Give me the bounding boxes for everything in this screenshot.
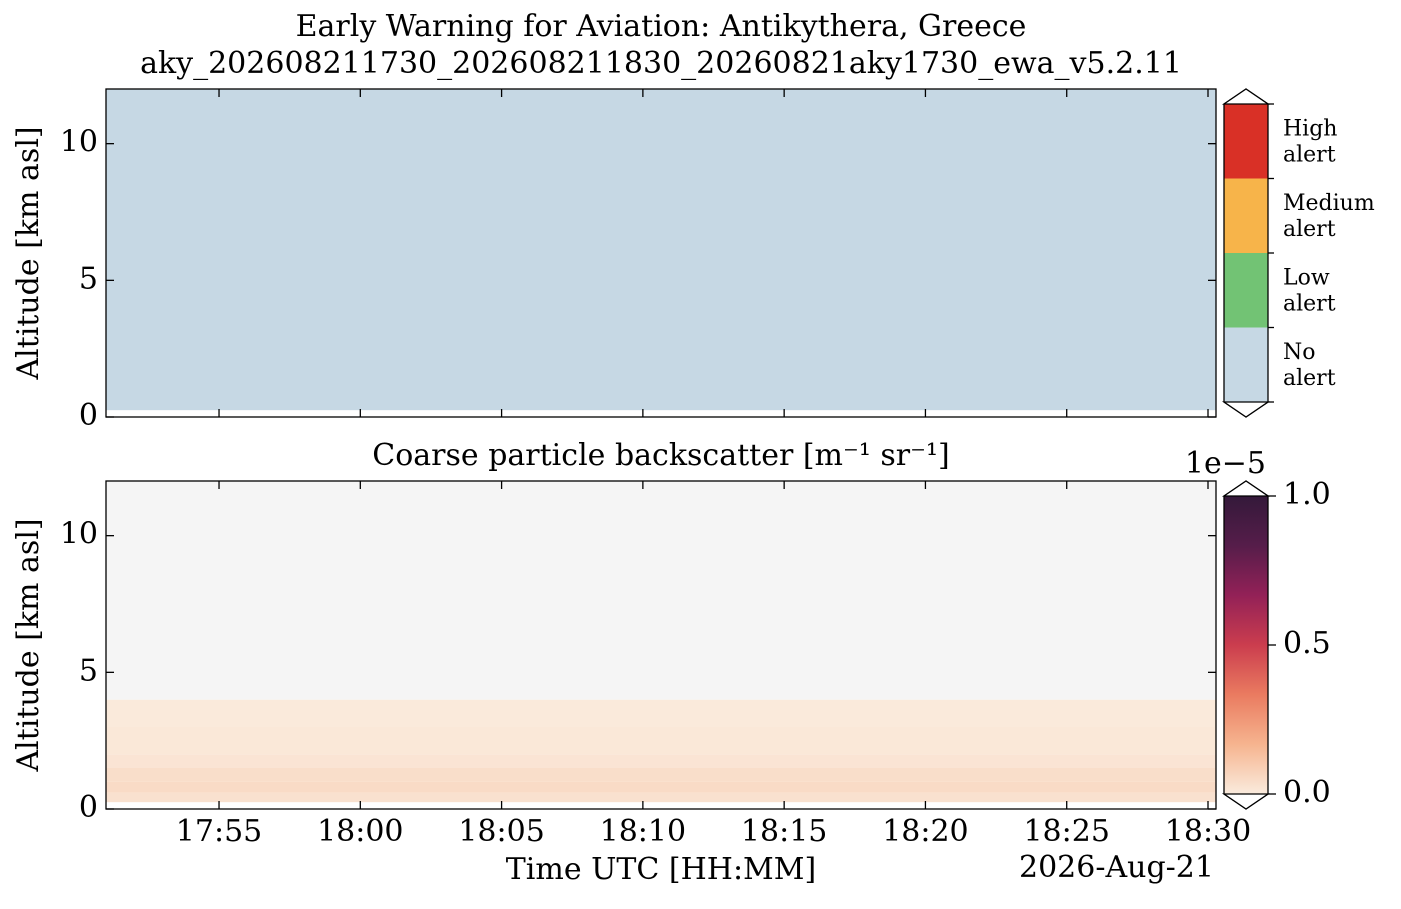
colorbar-label-line: No: [1283, 340, 1316, 365]
y-tick-label: 0: [79, 790, 98, 825]
heatmap-cell: [106, 727, 1216, 755]
colorbar-label-line: Low: [1283, 265, 1330, 290]
x-tick-label: 18:10: [600, 814, 686, 849]
y-tick-label: 10: [60, 125, 98, 160]
x-tick-label: 18:05: [458, 814, 544, 849]
colorbar-label-line: alert: [1283, 291, 1336, 316]
colorbar-label: Medium alert: [1283, 191, 1375, 242]
colorbar-label: Low alert: [1283, 265, 1336, 316]
date-label: 2026-Aug-21: [1019, 850, 1214, 885]
x-tick-label: 18:00: [317, 814, 403, 849]
chart-title: aky_202608211730_202608211830_20260821ak…: [140, 46, 1182, 81]
x-tick-label: 18:20: [882, 814, 968, 849]
y-tick-label: 5: [79, 261, 98, 296]
colorbar-label-line: alert: [1283, 366, 1336, 391]
colorbar-label-line: Medium: [1283, 191, 1375, 216]
x-axis-label: Time UTC [HH:MM]: [506, 852, 816, 887]
colorbar-label-line: alert: [1283, 142, 1336, 167]
colorbar-label: High alert: [1283, 116, 1337, 167]
colorbar-extend: [1221, 88, 1271, 418]
heatmap-cell: [106, 481, 1216, 700]
colorbar-segment: [1224, 104, 1268, 179]
y-tick-label: 10: [60, 517, 98, 552]
colorbar-extend: [1221, 480, 1271, 810]
heatmap-cell: [106, 781, 1216, 793]
x-tick-label: 17:55: [176, 814, 262, 849]
plot-frame: [105, 88, 1217, 418]
colorbar-tick-label: 0.0: [1283, 775, 1331, 810]
colorbar-segment: [1224, 178, 1268, 253]
heatmap-cell: [106, 754, 1216, 768]
colorbar: [1224, 496, 1268, 794]
heatmap-cell: [106, 699, 1216, 727]
y-axis-label: Altitude [km asl]: [11, 518, 46, 772]
chart-title: Coarse particle backscatter [m⁻¹ sr⁻¹]: [372, 438, 949, 473]
colorbar-tick-label: 0.5: [1283, 626, 1331, 661]
colorbar-tick-label: 1.0: [1283, 477, 1331, 512]
heatmap-cell: [106, 768, 1216, 782]
y-tick-label: 0: [79, 398, 98, 433]
plot-frame: [105, 480, 1217, 810]
colorbar-label: No alert: [1283, 340, 1336, 391]
y-axis-label: Altitude [km asl]: [11, 126, 46, 380]
colorbar-segment: [1224, 327, 1268, 402]
heatmap-cell: [106, 89, 1216, 411]
chart-title: Early Warning for Aviation: Antikythera,…: [296, 9, 1027, 44]
colorbar-segment: [1224, 253, 1268, 328]
heatmap-cell: [106, 792, 1216, 803]
y-tick-label: 5: [79, 653, 98, 688]
x-tick-label: 18:15: [741, 814, 827, 849]
colorbar-label-line: alert: [1283, 217, 1336, 242]
x-tick-label: 18:30: [1165, 814, 1251, 849]
x-tick-label: 18:25: [1023, 814, 1109, 849]
colorbar-label-line: High: [1283, 116, 1337, 141]
colorbar-offset: 1e−5: [1185, 446, 1266, 481]
